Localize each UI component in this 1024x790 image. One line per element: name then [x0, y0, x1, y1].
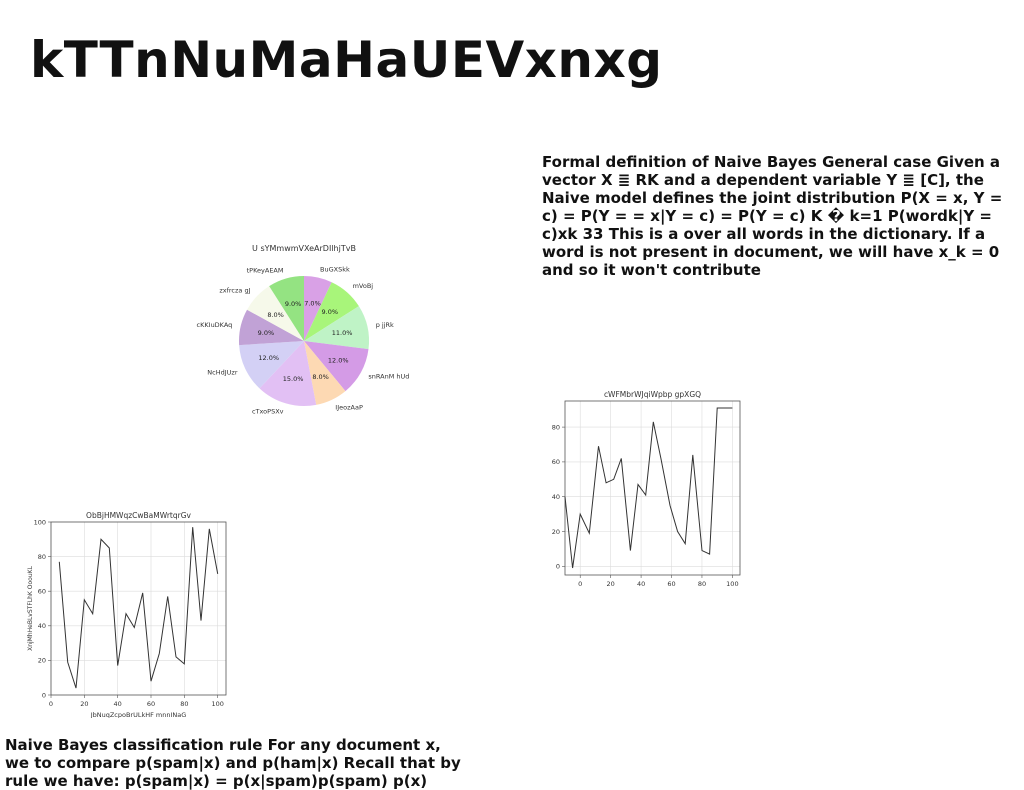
pie-slice-label-7: cKKIuDKAq: [197, 321, 233, 329]
naive-bayes-definition-paragraph: Formal definition of Naive Bayes General…: [542, 153, 1003, 279]
pie-slice-6: [239, 341, 304, 389]
left-chart-ylabel: XnjMhHeBLvSTFLhK OoouKL: [27, 565, 34, 650]
page-title: kTTnNuMaHaUEVxnxg: [30, 31, 663, 89]
naive-bayes-classification-paragraph: Naive Bayes classification rule For any …: [5, 736, 461, 790]
right-chart-xtick-0: 0: [578, 580, 582, 588]
left-chart-ytick-2: 40: [38, 622, 46, 630]
pie-slice-percent-9: 9.0%: [285, 300, 302, 308]
pie-slice-label-3: snRAnM hUd: [368, 372, 409, 380]
left-chart-frame: [50, 521, 227, 696]
left-chart-ytick-3: 60: [38, 588, 46, 596]
right-chart-title: cWFMbrWJqiWpbp gpXGQ: [604, 390, 701, 399]
left-chart-xtick-3: 60: [147, 700, 155, 708]
right-chart-xtick-4: 80: [698, 580, 706, 588]
pie-slice-percent-3: 12.0%: [328, 356, 349, 364]
pie-slice-percent-5: 15.0%: [283, 375, 304, 383]
right-chart-ytick-1: 20: [552, 528, 560, 536]
pie-slice-0: [304, 276, 332, 341]
pie-chart-title: U sYMmwmVXeArDIlhjTvB: [252, 244, 356, 253]
pie-slice-label-6: NcHdJUzr: [207, 368, 238, 376]
right-chart-ytick-3: 60: [552, 458, 560, 466]
left-chart-ytick-0: 0: [42, 691, 46, 699]
pie-slice-percent-2: 11.0%: [332, 329, 353, 337]
pie-slice-percent-1: 9.0%: [322, 308, 339, 316]
pie-slice-4: [304, 341, 346, 405]
left-chart-ytick-5: 100: [34, 518, 46, 526]
pie-slice-percent-0: 7.0%: [304, 299, 321, 307]
right-chart-xtick-3: 60: [667, 580, 675, 588]
left-chart-xtick-4: 80: [180, 700, 188, 708]
left-chart-title: ObBjHMWqzCwBaMWrtqrGv: [86, 511, 191, 520]
right-chart-series-line: [564, 407, 733, 569]
pie-slice-percent-4: 8.0%: [312, 373, 329, 381]
pie-slice-3: [304, 341, 369, 392]
pie-slice-2: [304, 306, 370, 350]
pie-slice-7: [239, 309, 304, 346]
right-chart-ytick-4: 80: [552, 423, 560, 431]
pie-slice-8: [247, 286, 304, 341]
left-chart-xlabel: JbNuqZcpoBrULkHF mnnINaG: [90, 711, 187, 718]
right-chart-xtick-2: 40: [637, 580, 645, 588]
pie-slice-label-2: p jjRk: [376, 321, 394, 329]
pie-slice-label-8: zxfrcza gJ: [219, 287, 250, 295]
pie-slice-label-9: tPKeyAEAM: [247, 267, 284, 275]
pie-slice-9: [269, 276, 304, 341]
left-chart-series-line: [58, 527, 219, 689]
pie-slice-percent-8: 8.0%: [267, 311, 284, 319]
pie-slice-label-5: cTxoPSXv: [252, 408, 284, 416]
pie-slice-percent-6: 12.0%: [258, 354, 279, 362]
left-chart-xtick-1: 20: [80, 700, 88, 708]
left-chart-xtick-5: 100: [211, 700, 223, 708]
right-chart-frame: [564, 400, 741, 576]
pie-chart: U sYMmwmVXeArDIlhjTvB 7.0% BuGXSkk 9.0% mVoB…: [197, 244, 410, 416]
right-chart-ytick-0: 0: [556, 563, 560, 571]
left-chart-xtick-0: 0: [49, 700, 53, 708]
left-chart-xtick-2: 40: [114, 700, 122, 708]
right-chart-xtick-5: 100: [726, 580, 738, 588]
pie-slice-label-1: mVoBj: [353, 282, 374, 290]
pie-slice-percent-7: 9.0%: [258, 329, 275, 337]
pie-slice-1: [304, 282, 359, 341]
line-chart-right: cWFMbrWJqiWpbp gpXGQ 0 20 40 60 80 100 0 20 40 60 8…: [552, 390, 741, 588]
right-chart-xtick-1: 20: [607, 580, 615, 588]
left-chart-ytick-1: 20: [38, 657, 46, 665]
pie-slice-label-4: IJeozAaP: [335, 404, 363, 412]
left-chart-ytick-4: 80: [38, 553, 46, 561]
right-chart-ytick-2: 40: [552, 493, 560, 501]
pie-slice-label-0: BuGXSkk: [320, 265, 350, 273]
line-chart-left: ObBjHMWqzCwBaMWrtqrGv 0 20 40 60 80 100 0 20 40 60…: [27, 511, 227, 718]
pie-slice-5: [259, 341, 317, 407]
